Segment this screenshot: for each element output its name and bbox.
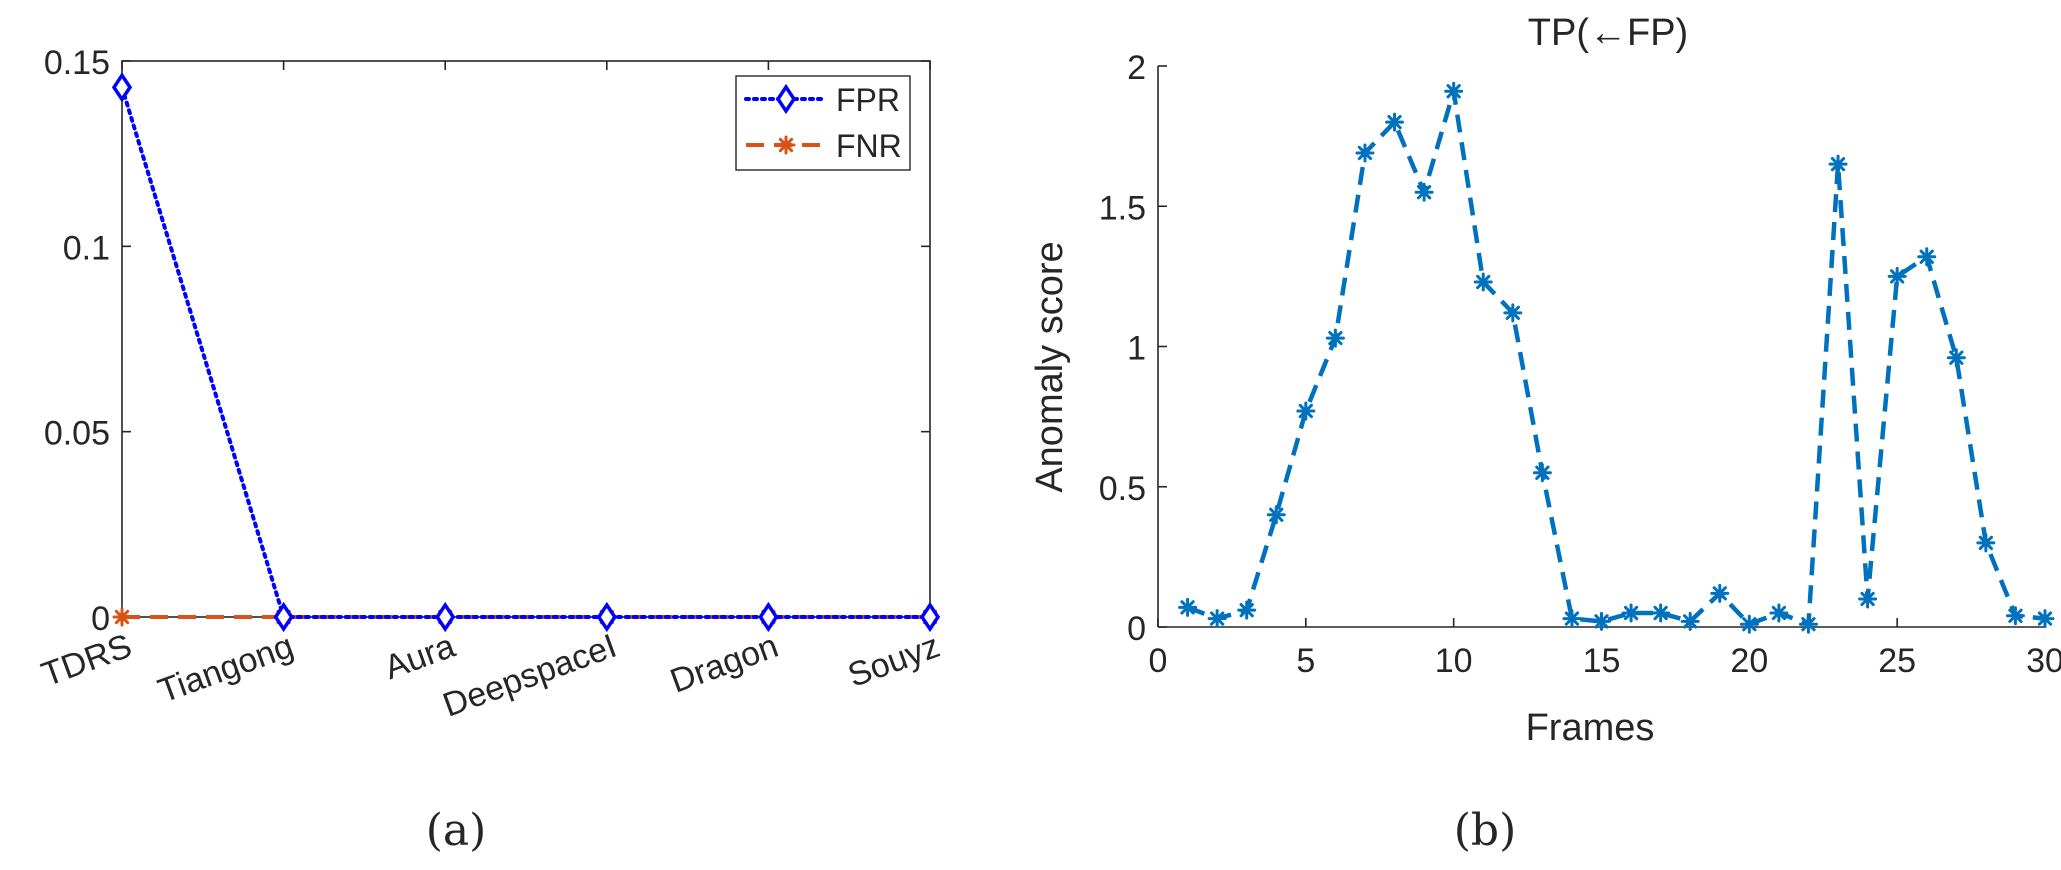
panel-b-point bbox=[1858, 589, 1878, 609]
panel-b-point bbox=[1473, 272, 1493, 292]
panel-b-series bbox=[1178, 81, 2055, 634]
panel-b-point bbox=[1444, 81, 1464, 101]
panel-b-y-tick-label: 0.5 bbox=[1099, 470, 1146, 508]
panel-b-title: TP(←FP) bbox=[1528, 12, 1688, 54]
panel-b-point bbox=[1296, 401, 1316, 421]
panel-a-legend: FPR FNR bbox=[735, 75, 911, 171]
panel-b-point bbox=[1325, 328, 1345, 348]
legend-marker-fnr bbox=[776, 135, 796, 155]
legend-marker-fpr bbox=[775, 83, 797, 115]
panel-a-point-fpr bbox=[435, 601, 456, 633]
legend-label-fnr: FNR bbox=[836, 128, 902, 164]
panel-b-point bbox=[1621, 603, 1641, 623]
panel-b-point bbox=[1680, 611, 1700, 631]
legend-box bbox=[735, 75, 911, 171]
legend-label-fpr: FPR bbox=[836, 82, 900, 118]
panel-b-point bbox=[1828, 154, 1848, 174]
panel-b-y-tick-label: 1.5 bbox=[1099, 189, 1146, 227]
panel-b-y-ticks: 0 0.5 1 1.5 2 bbox=[1099, 49, 1167, 648]
panel-b-point bbox=[1917, 247, 1937, 267]
panel-b-point bbox=[1266, 505, 1286, 525]
panel-b-point bbox=[1178, 597, 1198, 617]
panel-b-y-tick-label: 0 bbox=[1127, 610, 1146, 648]
panel-b-point bbox=[1976, 533, 1996, 553]
panel-a-point-fpr bbox=[273, 601, 294, 633]
panel-a-y-tick-label: 0.05 bbox=[44, 415, 110, 453]
panel-a-point-fpr bbox=[111, 72, 133, 103]
panel-a-y-ticks: 0 0.05 0.1 0.15 bbox=[44, 44, 930, 638]
panel-b-x-tick-label: 5 bbox=[1296, 642, 1315, 680]
panel-a-y-tick-label: 0 bbox=[91, 600, 110, 638]
panel-b-caption: (b) bbox=[1454, 805, 1517, 856]
panel-b-x-tick-label: 20 bbox=[1730, 642, 1768, 680]
panel-a-x-tick-label: Tiangong bbox=[153, 627, 298, 711]
panel-a-point-fpr bbox=[758, 601, 779, 633]
panel-b-point bbox=[1592, 611, 1611, 631]
panel-b-point bbox=[1355, 143, 1375, 163]
panel-b-point bbox=[1237, 600, 1257, 620]
panel-b-chart: TP(←FP) 0 0.5 1 1.5 2 0 5 10 15 20 25 30 Frames An… bbox=[1029, 12, 2061, 856]
panel-b-point bbox=[1532, 463, 1552, 483]
panel-a-x-tick-label: TDRS bbox=[37, 627, 137, 694]
panel-b-point bbox=[1651, 603, 1671, 623]
panel-b-x-label: Frames bbox=[1526, 707, 1655, 749]
panel-b-point bbox=[2035, 609, 2055, 629]
panel-b-point bbox=[1503, 303, 1523, 323]
panel-a-y-tick-label: 0.1 bbox=[63, 229, 110, 267]
panel-a-series bbox=[111, 72, 941, 633]
panel-b-point bbox=[1414, 182, 1434, 202]
panel-b-point bbox=[1887, 266, 1907, 286]
panel-b-point bbox=[1798, 614, 1818, 634]
panel-b-point bbox=[1769, 603, 1789, 623]
panel-b-point bbox=[1946, 348, 1966, 368]
panel-b-x-tick-label: 30 bbox=[2026, 642, 2061, 680]
panel-b-point bbox=[1207, 609, 1227, 629]
panel-b-x-tick-label: 25 bbox=[1878, 642, 1916, 680]
panel-b-x-tick-label: 15 bbox=[1583, 642, 1621, 680]
panel-b-point bbox=[2005, 606, 2025, 626]
panel-a-x-tick-label: Aura bbox=[379, 627, 460, 687]
panel-a-line-fpr bbox=[120, 85, 932, 619]
panel-b-x-ticks: 0 5 10 15 20 25 30 bbox=[1149, 618, 2061, 680]
panel-a-point-fnr bbox=[112, 607, 132, 627]
panel-a-y-tick-label: 0.15 bbox=[44, 44, 110, 82]
panel-b-y-tick-label: 1 bbox=[1127, 330, 1146, 368]
panel-b-x-tick-label: 0 bbox=[1149, 642, 1168, 680]
panel-a-x-tick-label: Dragon bbox=[665, 627, 783, 701]
panel-b-line-anomaly-score bbox=[1186, 88, 2046, 627]
panel-a-point-fpr bbox=[919, 601, 941, 633]
panel-a-caption: (a) bbox=[426, 805, 487, 856]
panel-b-point bbox=[1739, 614, 1759, 634]
panel-b-x-tick-label: 10 bbox=[1435, 642, 1473, 680]
panel-b-axes bbox=[1157, 66, 2045, 628]
panel-b-point bbox=[1710, 583, 1730, 603]
panel-b-point bbox=[1562, 609, 1582, 629]
panel-b-y-tick-label: 2 bbox=[1127, 49, 1146, 87]
panel-b-y-label: Anomaly score bbox=[1029, 241, 1071, 492]
panel-a-point-fpr bbox=[596, 601, 617, 633]
panel-a-x-tick-label: DeepspaceI bbox=[438, 627, 622, 725]
panel-a-x-tick-label: Souyz bbox=[843, 627, 945, 695]
panel-b-point bbox=[1385, 112, 1405, 132]
